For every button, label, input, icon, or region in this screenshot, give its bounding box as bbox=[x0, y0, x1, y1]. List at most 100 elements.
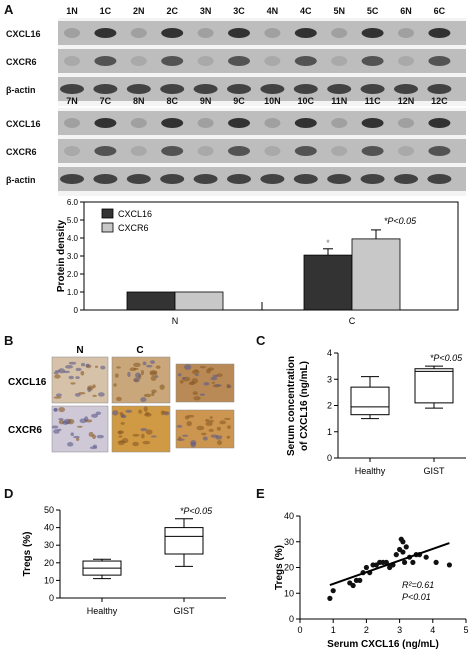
lane-label: 1N bbox=[66, 6, 78, 16]
ihc-cell bbox=[207, 367, 215, 371]
y-axis-label-line: Serum concentration bbox=[286, 356, 297, 456]
ihc-cell bbox=[181, 377, 186, 380]
ihc-cell bbox=[118, 435, 123, 438]
y-tick-label: 30 bbox=[44, 540, 54, 550]
blot-band bbox=[294, 118, 317, 128]
scatter-point bbox=[327, 595, 333, 602]
ihc-cell bbox=[95, 411, 102, 416]
panel-label-b: B bbox=[4, 333, 13, 348]
ihc-cell bbox=[142, 440, 151, 445]
scatter-point bbox=[433, 559, 439, 565]
ihc-cell bbox=[58, 406, 66, 413]
ihc-cell bbox=[125, 409, 133, 413]
blot-strip bbox=[58, 139, 466, 163]
ihc-cell bbox=[80, 370, 85, 376]
blot-band bbox=[60, 84, 84, 94]
blot-band bbox=[398, 146, 414, 156]
blot-band bbox=[327, 84, 352, 94]
lane-label: 4N bbox=[267, 6, 279, 16]
ihc-cell bbox=[96, 434, 104, 439]
x-tick-label: 1 bbox=[331, 625, 336, 635]
lane-label: 4C bbox=[300, 6, 312, 16]
blot-band bbox=[193, 174, 218, 184]
blot-band bbox=[398, 118, 414, 128]
ihc-cell bbox=[176, 424, 183, 428]
ihc-cell bbox=[67, 418, 75, 425]
y-tick-label: 3.0 bbox=[67, 252, 79, 261]
significance-star: * bbox=[326, 238, 330, 248]
ihc-cell bbox=[145, 429, 153, 435]
y-axis-label: Tregs (%) bbox=[274, 545, 285, 590]
ihc-cell bbox=[54, 370, 61, 373]
lane-label: 7N bbox=[66, 96, 78, 106]
ihc-cell bbox=[118, 440, 126, 443]
ihc-cell bbox=[127, 371, 131, 377]
x-tick-label: GIST bbox=[423, 466, 445, 476]
y-tick-label: 0 bbox=[289, 614, 294, 624]
blot-band bbox=[294, 28, 317, 38]
ihc-cell bbox=[143, 393, 152, 398]
panel-label-e: E bbox=[256, 486, 265, 501]
blot-band bbox=[94, 56, 117, 66]
ihc-cell bbox=[132, 433, 140, 437]
ihc-cell bbox=[186, 414, 195, 418]
blot-band bbox=[427, 174, 452, 184]
ihc-cell bbox=[67, 442, 74, 447]
band-label: β-actin bbox=[6, 175, 36, 185]
ihc-col-label-c: C bbox=[136, 345, 143, 356]
scatter-point bbox=[400, 549, 406, 555]
blot-band bbox=[360, 84, 385, 94]
ihc-cell bbox=[51, 425, 59, 429]
blot-band bbox=[64, 28, 80, 38]
bar-cxcr6 bbox=[174, 291, 224, 311]
blot-band bbox=[361, 146, 384, 156]
ihc-cell bbox=[219, 420, 226, 425]
blot-band bbox=[264, 28, 281, 38]
lane-label: 5C bbox=[367, 6, 379, 16]
ihc-cell bbox=[200, 432, 207, 436]
blot-band bbox=[327, 174, 352, 184]
blot-band bbox=[193, 84, 218, 94]
y-axis-label: Serum concentration of CXCL16 (ng/mL) bbox=[286, 356, 310, 456]
blot-band bbox=[331, 56, 348, 66]
ihc-cell bbox=[73, 435, 80, 439]
y-tick-label: 20 bbox=[284, 563, 294, 573]
y-tick-label: 2 bbox=[327, 401, 332, 411]
panel-b: B N C CXCL16 CXCR6 bbox=[4, 333, 235, 453]
ihc-cell bbox=[215, 437, 222, 440]
y-tick-label: 1 bbox=[327, 427, 332, 437]
panel-c: C 0 1 2 3 4 Healthy GIST *P<0.05 Serum concentrat… bbox=[256, 333, 466, 476]
ihc-cell bbox=[70, 382, 76, 385]
ihc-cell bbox=[89, 446, 98, 450]
y-tick-label: 0 bbox=[327, 453, 332, 463]
band-label: CXCR6 bbox=[6, 147, 37, 157]
scatter-point bbox=[423, 554, 429, 560]
lane-label: 8C bbox=[166, 96, 178, 106]
blot-strip bbox=[58, 49, 466, 73]
r-squared-label: R²=0.61 bbox=[402, 580, 434, 590]
y-tick-label: 2.0 bbox=[67, 270, 79, 279]
blot-band bbox=[93, 84, 118, 94]
band-label: β-actin bbox=[6, 85, 36, 95]
ihc-cell bbox=[116, 366, 121, 369]
blot-band bbox=[228, 56, 250, 66]
scatter-point bbox=[403, 544, 409, 550]
blot-band bbox=[361, 118, 384, 128]
blot-strip bbox=[58, 111, 466, 135]
ihc-cell bbox=[211, 381, 216, 384]
blot-band bbox=[227, 84, 251, 94]
blot-band bbox=[260, 174, 285, 184]
lane-label: 11N bbox=[331, 96, 347, 106]
ihc-cell bbox=[97, 392, 105, 397]
ihc-cell bbox=[58, 417, 64, 421]
y-tick-label: 6.0 bbox=[67, 198, 79, 207]
ihc-cell bbox=[141, 433, 145, 439]
blot-band bbox=[60, 174, 84, 184]
ihc-cell bbox=[199, 393, 205, 396]
blot-band bbox=[161, 56, 184, 66]
blot-band bbox=[130, 28, 147, 38]
band-label: CXCL16 bbox=[6, 119, 41, 129]
ihc-cell bbox=[94, 365, 99, 368]
ihc-cell bbox=[87, 385, 94, 391]
